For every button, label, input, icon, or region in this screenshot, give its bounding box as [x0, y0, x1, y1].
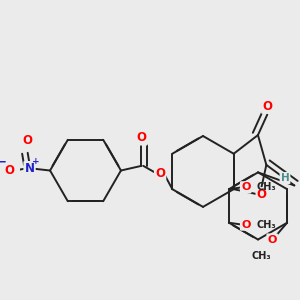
- Text: +: +: [32, 157, 40, 166]
- Text: CH₃: CH₃: [257, 182, 277, 192]
- Text: H: H: [280, 173, 290, 183]
- Text: O: O: [241, 182, 250, 192]
- Text: O: O: [4, 164, 14, 177]
- Text: O: O: [136, 131, 146, 144]
- Text: O: O: [23, 134, 33, 147]
- Text: N: N: [25, 162, 34, 175]
- Text: CH₃: CH₃: [251, 251, 271, 261]
- Text: O: O: [257, 188, 267, 201]
- Text: O: O: [155, 167, 165, 180]
- Text: O: O: [262, 100, 272, 113]
- Text: O: O: [268, 235, 277, 244]
- Text: O: O: [241, 220, 250, 230]
- Text: −: −: [0, 156, 7, 169]
- Text: CH₃: CH₃: [257, 220, 277, 230]
